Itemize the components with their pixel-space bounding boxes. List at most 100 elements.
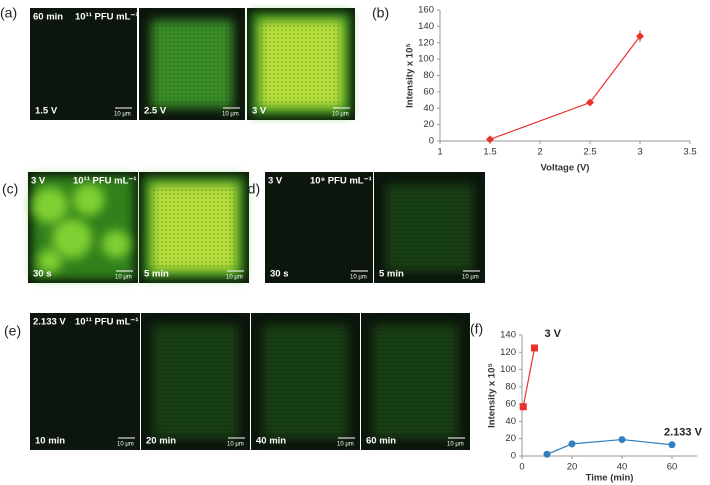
frame-label: 5 min bbox=[144, 269, 169, 280]
data-point bbox=[568, 440, 576, 448]
data-point bbox=[586, 98, 594, 107]
frame-label: 1.5 V bbox=[35, 106, 58, 117]
scale-bar-label: 10 μm bbox=[114, 112, 131, 118]
condition-label: 2.133 V bbox=[33, 317, 66, 328]
x-tick-label: 1 bbox=[437, 147, 442, 158]
series-label: 2.133 V bbox=[664, 427, 703, 439]
condition-label: 60 min bbox=[33, 12, 63, 23]
micrograph: 3 V 10¹¹ PFU mL⁻¹ 30 s 10 μm bbox=[28, 172, 138, 283]
glow-blob bbox=[72, 183, 105, 216]
frame-label: 5 min bbox=[379, 269, 404, 280]
micrograph: 2.5 V 10 μm bbox=[139, 8, 245, 120]
grid-texture bbox=[261, 22, 341, 106]
data-point bbox=[486, 135, 494, 144]
y-tick-label: 100 bbox=[418, 54, 434, 65]
scale-bar-label: 10 μm bbox=[115, 275, 132, 281]
x-tick-label: 3 bbox=[637, 147, 642, 158]
micrograph: 2.133 V 10¹¹ PFU mL⁻¹ 10 min 10 μm bbox=[30, 313, 140, 450]
data-point bbox=[531, 344, 538, 352]
scale-bar-label: 10 μm bbox=[117, 442, 134, 448]
y-tick-label: 20 bbox=[423, 119, 434, 130]
glow-blob bbox=[102, 230, 130, 259]
y-tick-label: 120 bbox=[500, 347, 516, 358]
scale-bar-label: 10 μm bbox=[462, 275, 479, 281]
micrograph: 40 min 10 μm bbox=[251, 313, 360, 450]
grid-texture bbox=[265, 327, 346, 436]
micrograph: 3 V 10⁹ PFU mL⁻¹ 30 s 10 μm bbox=[265, 172, 373, 283]
x-tick-label: 1.5 bbox=[483, 147, 496, 158]
y-axis-label: Intensity x 10⁵ bbox=[487, 363, 498, 428]
scale-bar-label: 10 μm bbox=[227, 442, 244, 448]
condition-label: 3 V bbox=[31, 176, 46, 187]
y-tick-label: 0 bbox=[511, 451, 516, 462]
grid-texture bbox=[388, 186, 471, 269]
glow-blob bbox=[38, 248, 62, 273]
frame-label: 2.5 V bbox=[144, 106, 167, 117]
condition-label: 10¹¹ PFU mL⁻¹ bbox=[73, 176, 137, 187]
grid-texture bbox=[153, 22, 231, 106]
condition-label: 10¹¹ PFU mL⁻¹ bbox=[75, 317, 139, 328]
image-background bbox=[30, 8, 137, 120]
micrograph: 60 min 10¹¹ PFU mL⁻¹ 1.5 V 10 μm bbox=[30, 8, 139, 120]
y-tick-label: 80 bbox=[505, 381, 516, 392]
scale-bar-label: 10 μm bbox=[447, 442, 464, 448]
scale-bar-label: 10 μm bbox=[332, 112, 349, 118]
y-tick-label: 40 bbox=[505, 416, 516, 427]
glow-blob bbox=[32, 187, 68, 224]
y-tick-label: 80 bbox=[423, 70, 434, 81]
frame-label: 10 min bbox=[35, 436, 65, 447]
panel-label: (a) bbox=[0, 5, 17, 21]
scale-bar-label: 10 μm bbox=[337, 442, 354, 448]
frame-label: 40 min bbox=[256, 436, 286, 447]
y-tick-label: 100 bbox=[500, 364, 516, 375]
frame-label: 20 min bbox=[146, 436, 176, 447]
y-tick-label: 60 bbox=[505, 399, 516, 410]
image-background bbox=[30, 313, 140, 450]
x-tick-label: 0 bbox=[519, 462, 524, 473]
x-tick-label: 20 bbox=[567, 462, 578, 473]
grid-texture bbox=[153, 186, 235, 269]
x-tick-label: 3.5 bbox=[683, 147, 696, 158]
micrograph: 60 min 10 μm bbox=[361, 313, 470, 450]
data-point bbox=[618, 436, 626, 444]
y-tick-label: 160 bbox=[418, 5, 434, 16]
x-tick-label: 40 bbox=[617, 462, 628, 473]
glow-blob bbox=[52, 218, 92, 259]
scale-bar-label: 10 μm bbox=[350, 275, 367, 281]
condition-label: 10¹¹ PFU mL⁻¹ bbox=[75, 12, 139, 23]
image-background bbox=[265, 172, 373, 283]
x-tick-label: 60 bbox=[667, 462, 678, 473]
y-tick-label: 140 bbox=[500, 330, 516, 341]
series-line bbox=[546, 438, 673, 455]
y-tick-label: 40 bbox=[423, 103, 434, 114]
y-tick-label: 20 bbox=[505, 433, 516, 444]
panel-label: (f) bbox=[470, 321, 483, 337]
y-tick-label: 120 bbox=[418, 37, 434, 48]
data-point bbox=[668, 441, 676, 449]
x-tick-label: 2.5 bbox=[583, 147, 596, 158]
frame-label: 3 V bbox=[252, 106, 267, 117]
grid-texture bbox=[375, 327, 456, 436]
y-tick-label: 0 bbox=[429, 136, 434, 147]
frame-label: 60 min bbox=[366, 436, 396, 447]
data-point bbox=[636, 32, 644, 41]
panel-label: (b) bbox=[372, 5, 389, 21]
data-point bbox=[519, 403, 527, 411]
grid-texture bbox=[155, 327, 236, 436]
data-point bbox=[543, 450, 551, 458]
condition-label: 10⁹ PFU mL⁻¹ bbox=[310, 176, 372, 187]
panel-label: (c) bbox=[2, 181, 18, 197]
frame-label: 30 s bbox=[270, 269, 289, 280]
scale-bar-label: 10 μm bbox=[222, 112, 239, 118]
y-tick-label: 60 bbox=[423, 86, 434, 97]
x-axis-label: Voltage (V) bbox=[541, 163, 590, 174]
frame-label: 30 s bbox=[33, 269, 52, 280]
scale-bar-label: 10 μm bbox=[226, 275, 243, 281]
panel-label: (e) bbox=[4, 323, 21, 339]
micrograph: 3 V 10 μm bbox=[247, 8, 355, 120]
micrograph: 20 min 10 μm bbox=[141, 313, 250, 450]
y-tick-label: 140 bbox=[418, 21, 434, 32]
series-label: 3 V bbox=[545, 328, 562, 340]
x-axis-label: Time (min) bbox=[586, 473, 634, 484]
